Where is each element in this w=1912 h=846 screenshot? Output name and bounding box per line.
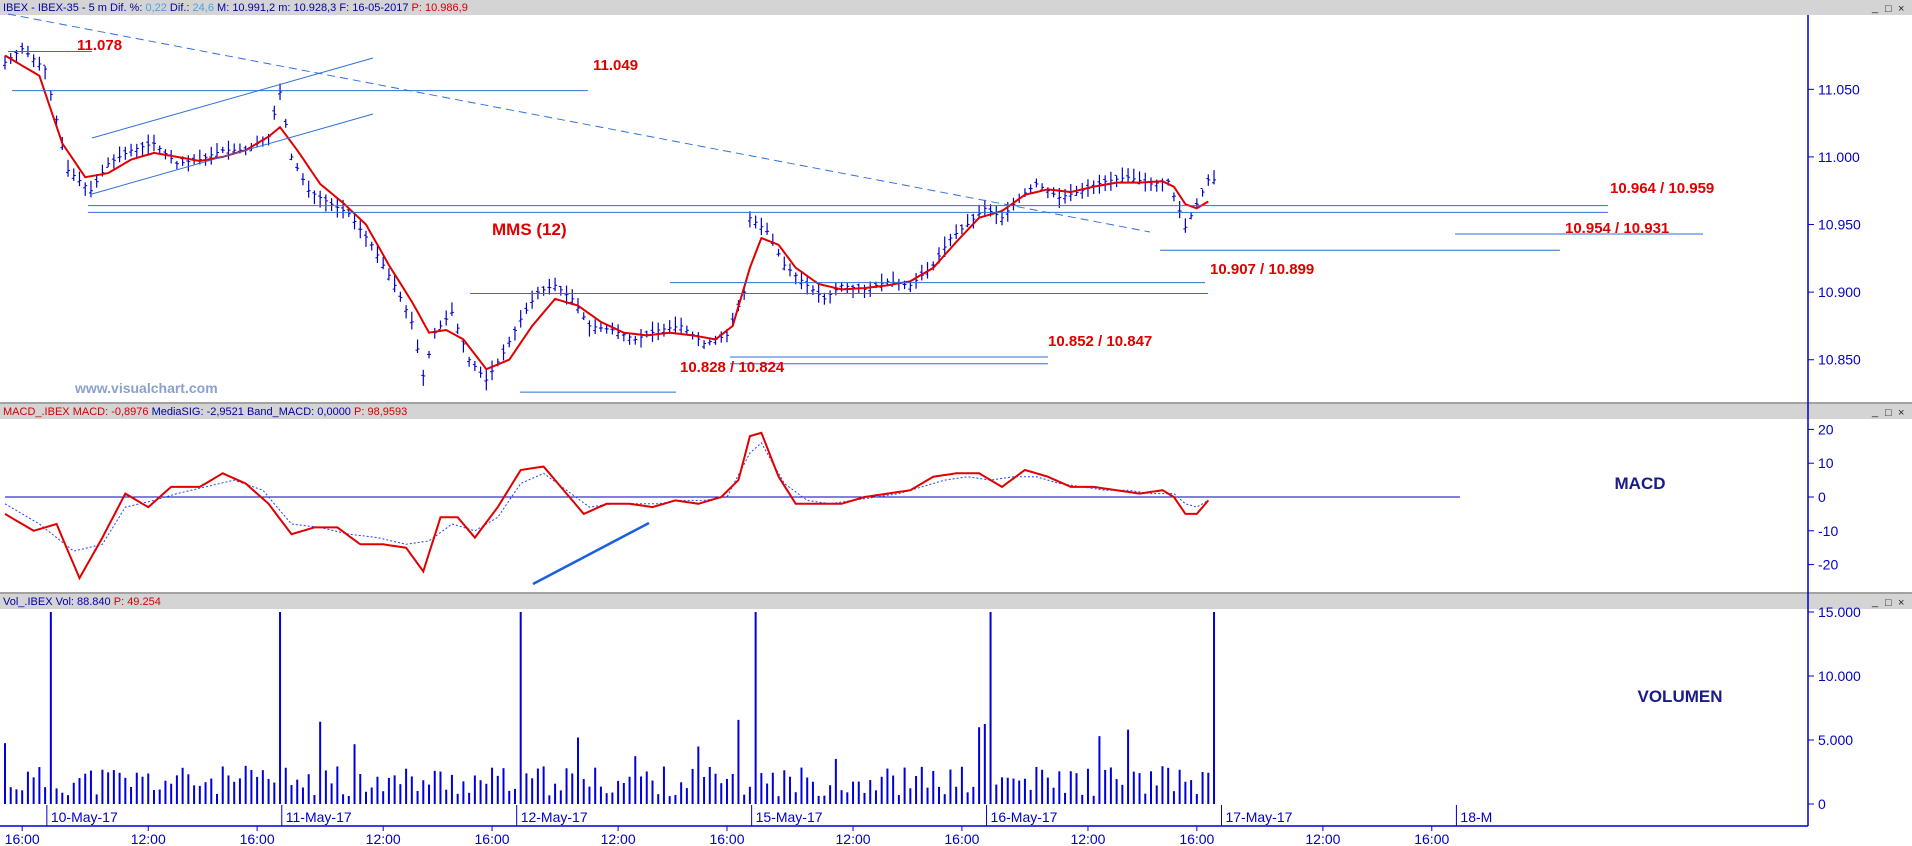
volume-close-button[interactable]: × bbox=[1898, 597, 1904, 609]
macd-panel-title: MACD bbox=[1615, 474, 1666, 493]
level-label-10954-10931: 10.954 / 10.931 bbox=[1565, 220, 1669, 237]
time-label: 12:00 bbox=[1305, 831, 1340, 846]
level-label-11049: 11.049 bbox=[593, 57, 638, 74]
price-tick-label: 10.900 bbox=[1818, 284, 1861, 300]
volume-tick-label: 5.000 bbox=[1818, 732, 1853, 748]
time-label: 16:00 bbox=[5, 831, 40, 846]
mms-12-line bbox=[4, 54, 1209, 371]
time-label: 12:00 bbox=[366, 831, 401, 846]
date-label: 10-May-17 bbox=[51, 809, 118, 825]
price-tick-label: 11.000 bbox=[1818, 149, 1860, 165]
maximize-button[interactable]: □ bbox=[1885, 3, 1892, 15]
macd-maximize-button[interactable]: □ bbox=[1885, 407, 1892, 419]
macd-trend-annotation bbox=[532, 521, 650, 586]
time-label: 16:00 bbox=[475, 831, 510, 846]
macd-header-text: MACD_.IBEX MACD: -0,8976 MediaSIG: -2,95… bbox=[3, 406, 407, 418]
time-label: 16:00 bbox=[944, 831, 979, 846]
macd-panel bbox=[4, 431, 1460, 586]
volume-tick-label: 0 bbox=[1818, 796, 1826, 812]
volume-tick-label: 10.000 bbox=[1818, 668, 1861, 684]
macd-tick-label: -20 bbox=[1818, 557, 1838, 573]
date-label: 12-May-17 bbox=[521, 809, 588, 825]
time-label: 12:00 bbox=[836, 831, 871, 846]
macd-line bbox=[4, 431, 1210, 581]
mms-label: MMS (12) bbox=[492, 220, 567, 239]
level-label-11078: 11.078 bbox=[77, 37, 122, 54]
date-label: 15-May-17 bbox=[756, 809, 823, 825]
time-label: 16:00 bbox=[240, 831, 275, 846]
macd-tick-label: 0 bbox=[1818, 489, 1826, 505]
macd-tick-label: 10 bbox=[1818, 455, 1834, 471]
time-label: 16:00 bbox=[709, 831, 744, 846]
date-label: 18-M bbox=[1460, 809, 1492, 825]
axes: 10.850 10.900 10.950 11.000 11.050 20 10 0 -10 -2… bbox=[5, 81, 1861, 846]
macd-minimize-button[interactable]: _ bbox=[1871, 406, 1879, 418]
time-label: 16:00 bbox=[1414, 831, 1449, 846]
date-label: 11-May-17 bbox=[286, 809, 352, 825]
minimize-button[interactable]: _ bbox=[1871, 2, 1879, 14]
watermark: www.visualchart.com bbox=[74, 380, 218, 396]
volume-panel-header bbox=[0, 594, 1912, 609]
price-tick-label: 10.850 bbox=[1818, 352, 1861, 368]
level-label-10828-10824: 10.828 / 10.824 bbox=[680, 359, 785, 376]
macd-tick-label: -10 bbox=[1818, 523, 1838, 539]
volume-tick-label: 15.000 bbox=[1818, 604, 1861, 620]
close-button[interactable]: × bbox=[1898, 3, 1904, 15]
dashed-trendline bbox=[7, 13, 1151, 233]
price-tick-label: 10.950 bbox=[1818, 217, 1861, 233]
time-label: 12:00 bbox=[131, 831, 166, 846]
macd-panel-header bbox=[0, 404, 1912, 419]
price-header-text: IBEX - IBEX-35 - 5 m Dif. %: 0,22 Dif.: … bbox=[3, 2, 468, 14]
channel-upper bbox=[91, 57, 374, 139]
volume-header-text: Vol_.IBEX Vol: 88.840 P: 49.254 bbox=[3, 596, 161, 608]
price-panel: 11.078 11.049 10.964 / 10.959 10.954 / 10.9… bbox=[3, 13, 1714, 393]
price-tick-label: 11.050 bbox=[1818, 81, 1860, 97]
macd-tick-label: 20 bbox=[1818, 421, 1834, 437]
volume-panel bbox=[4, 612, 1216, 804]
date-label: 17-May-17 bbox=[1225, 809, 1292, 825]
level-label-10907-10899: 10.907 / 10.899 bbox=[1210, 261, 1314, 278]
volume-maximize-button[interactable]: □ bbox=[1885, 597, 1892, 609]
time-label: 12:00 bbox=[1070, 831, 1105, 846]
macd-close-button[interactable]: × bbox=[1898, 407, 1904, 419]
level-label-10852-10847: 10.852 / 10.847 bbox=[1048, 333, 1152, 350]
time-label: 16:00 bbox=[1179, 831, 1214, 846]
price-panel-header bbox=[0, 0, 1912, 15]
channel-lower bbox=[91, 113, 374, 195]
volume-minimize-button[interactable]: _ bbox=[1871, 596, 1879, 608]
date-label: 16-May-17 bbox=[991, 809, 1058, 825]
time-label: 12:00 bbox=[601, 831, 636, 846]
volume-panel-title: VOLUMEN bbox=[1638, 687, 1723, 706]
level-label-10964-10959: 10.964 / 10.959 bbox=[1610, 180, 1714, 197]
